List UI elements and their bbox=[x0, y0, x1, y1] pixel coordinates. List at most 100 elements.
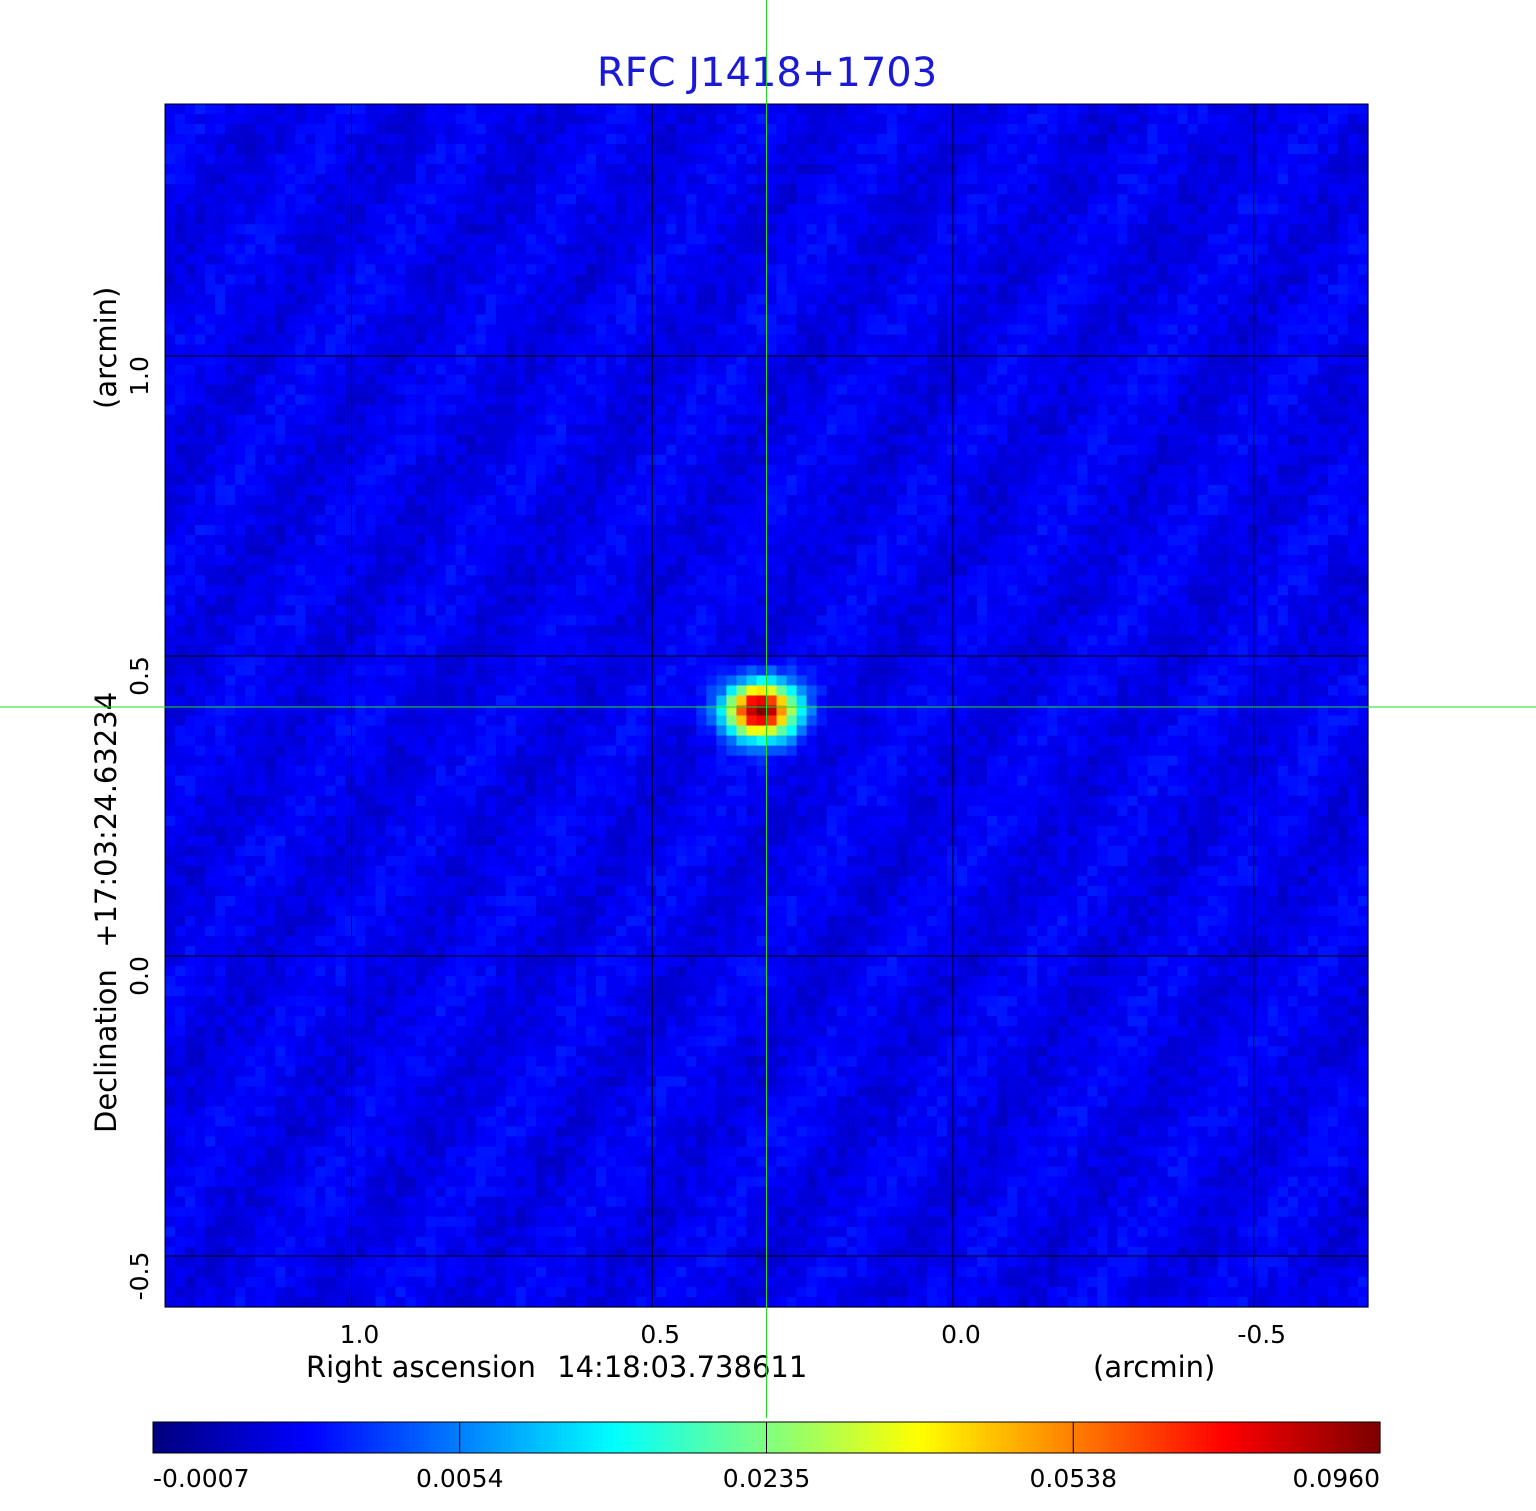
map-pixel bbox=[445, 505, 457, 516]
map-pixel bbox=[375, 494, 387, 506]
map-pixel bbox=[335, 384, 347, 396]
map-pixel bbox=[856, 234, 868, 245]
map-pixel bbox=[245, 484, 256, 496]
map-pixel bbox=[826, 515, 838, 526]
map-pixel bbox=[1297, 464, 1309, 476]
map-pixel bbox=[696, 264, 707, 276]
map-pixel bbox=[485, 454, 497, 466]
map-pixel bbox=[1227, 394, 1239, 406]
map-pixel bbox=[916, 284, 928, 296]
map-pixel bbox=[485, 184, 497, 195]
map-pixel bbox=[255, 224, 266, 235]
map-pixel bbox=[415, 194, 427, 205]
map-pixel bbox=[1077, 134, 1088, 145]
map-pixel bbox=[375, 454, 387, 466]
map-pixel bbox=[936, 384, 948, 396]
map-pixel bbox=[1347, 454, 1359, 466]
map-pixel bbox=[1147, 284, 1159, 296]
map-pixel bbox=[1247, 164, 1259, 175]
map-pixel bbox=[495, 124, 507, 135]
map-pixel bbox=[566, 505, 577, 516]
map-pixel bbox=[165, 505, 176, 516]
map-pixel bbox=[475, 184, 487, 195]
map-pixel bbox=[636, 204, 647, 215]
map-pixel bbox=[405, 114, 417, 125]
map-pixel bbox=[415, 114, 427, 125]
map-pixel bbox=[1157, 344, 1169, 356]
map-pixel bbox=[325, 174, 337, 185]
map-pixel bbox=[175, 494, 186, 506]
map-pixel bbox=[255, 134, 266, 145]
map-pixel bbox=[606, 454, 617, 466]
map-pixel bbox=[1017, 134, 1028, 145]
map-pixel bbox=[1237, 464, 1249, 476]
map-pixel bbox=[205, 444, 216, 456]
map-pixel bbox=[1167, 404, 1179, 416]
map-pixel bbox=[1017, 204, 1028, 215]
map-pixel bbox=[706, 384, 717, 396]
map-pixel bbox=[525, 184, 537, 195]
map-pixel bbox=[876, 424, 888, 436]
map-pixel bbox=[766, 224, 778, 235]
map-pixel bbox=[455, 104, 467, 115]
map-pixel bbox=[1117, 414, 1129, 426]
map-pixel bbox=[1067, 264, 1078, 276]
map-pixel bbox=[846, 414, 858, 426]
map-pixel bbox=[1187, 344, 1199, 356]
map-pixel bbox=[1057, 354, 1068, 366]
map-pixel bbox=[375, 424, 387, 436]
map-pixel bbox=[997, 454, 1008, 466]
map-pixel bbox=[846, 484, 858, 496]
map-pixel bbox=[435, 294, 447, 306]
map-pixel bbox=[465, 244, 477, 255]
map-pixel bbox=[185, 324, 196, 336]
map-pixel bbox=[1107, 254, 1118, 266]
map-pixel bbox=[706, 334, 717, 346]
map-pixel bbox=[1097, 294, 1108, 306]
map-pixel bbox=[1087, 304, 1098, 316]
map-pixel bbox=[495, 184, 507, 195]
map-pixel bbox=[866, 374, 878, 386]
map-pixel bbox=[987, 134, 998, 145]
map-pixel bbox=[736, 515, 748, 526]
map-pixel bbox=[1147, 374, 1159, 386]
map-pixel bbox=[596, 464, 607, 476]
map-pixel bbox=[997, 304, 1008, 316]
map-pixel bbox=[535, 284, 547, 296]
map-pixel bbox=[235, 374, 246, 386]
map-pixel bbox=[485, 304, 497, 316]
map-pixel bbox=[1357, 264, 1369, 276]
map-pixel bbox=[415, 484, 427, 496]
map-pixel bbox=[1207, 374, 1219, 386]
map-pixel bbox=[1217, 144, 1229, 155]
map-pixel bbox=[365, 234, 377, 245]
map-pixel bbox=[1237, 284, 1249, 296]
map-pixel bbox=[185, 294, 196, 306]
map-pixel bbox=[205, 174, 216, 185]
map-pixel bbox=[886, 434, 898, 446]
map-pixel bbox=[616, 104, 627, 115]
map-pixel bbox=[686, 314, 697, 326]
map-pixel bbox=[856, 274, 868, 286]
map-pixel bbox=[435, 394, 447, 406]
map-pixel bbox=[305, 464, 316, 476]
map-pixel bbox=[1357, 204, 1369, 215]
map-pixel bbox=[746, 244, 758, 255]
map-pixel bbox=[1097, 164, 1108, 175]
map-pixel bbox=[1007, 364, 1018, 376]
map-pixel bbox=[315, 454, 327, 466]
map-pixel bbox=[495, 114, 507, 125]
map-pixel bbox=[706, 224, 717, 235]
map-pixel bbox=[1197, 505, 1209, 516]
map-pixel bbox=[1317, 264, 1329, 276]
map-pixel bbox=[736, 124, 748, 135]
map-pixel bbox=[435, 104, 447, 115]
map-pixel bbox=[1067, 194, 1078, 205]
map-pixel bbox=[465, 414, 477, 426]
map-pixel bbox=[295, 314, 306, 326]
map-pixel bbox=[706, 104, 717, 115]
map-pixel bbox=[636, 444, 647, 456]
map-pixel bbox=[756, 494, 768, 506]
map-pixel bbox=[926, 374, 938, 386]
map-pixel bbox=[1277, 284, 1289, 296]
